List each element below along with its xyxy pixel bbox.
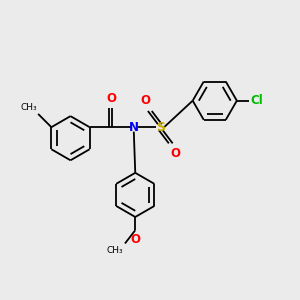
Text: O: O	[107, 92, 117, 104]
Text: O: O	[170, 147, 180, 160]
Text: O: O	[130, 232, 140, 246]
Text: O: O	[141, 94, 151, 107]
Text: CH₃: CH₃	[20, 103, 37, 112]
Text: N: N	[129, 121, 139, 134]
Text: S: S	[156, 121, 165, 134]
Text: Cl: Cl	[250, 94, 263, 107]
Text: CH₃: CH₃	[107, 246, 124, 255]
